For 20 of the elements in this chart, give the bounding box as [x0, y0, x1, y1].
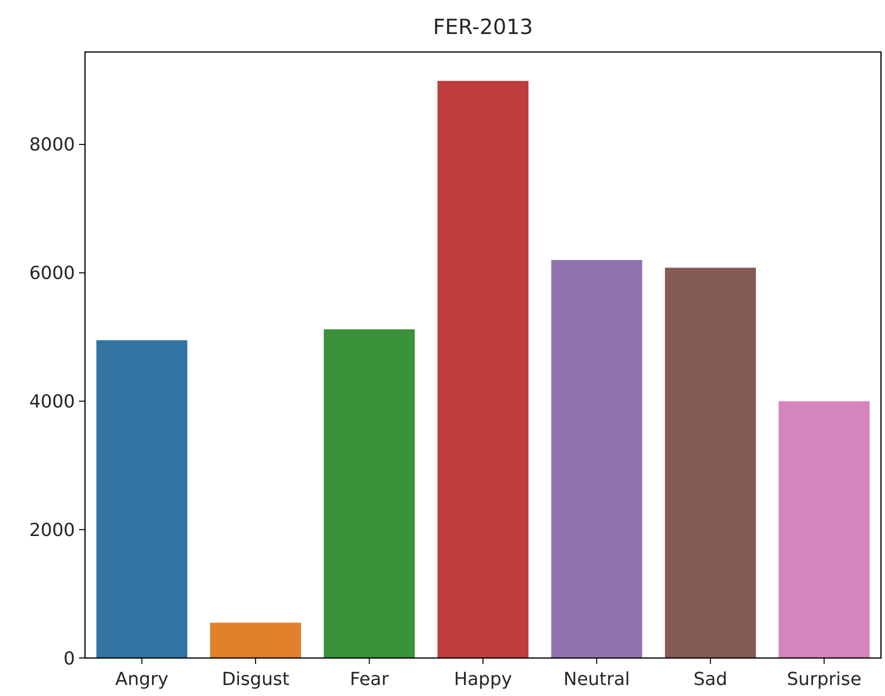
y-tick-label: 2000	[29, 520, 75, 541]
bar	[438, 80, 528, 658]
x-tick-label: Disgust	[222, 669, 290, 690]
chart-title: FER-2013	[432, 15, 534, 39]
bar	[210, 622, 302, 658]
x-tick-label: Angry	[115, 669, 169, 690]
y-tick-label: 6000	[29, 263, 75, 284]
x-tick-label: Neutral	[563, 669, 630, 690]
x-tick-label: Happy	[454, 669, 512, 690]
bar	[551, 260, 642, 658]
bar	[664, 268, 756, 658]
bar	[96, 340, 188, 658]
x-tick-label: Fear	[350, 669, 390, 690]
y-tick-label: 4000	[29, 392, 75, 413]
y-tick-label: 8000	[29, 134, 75, 156]
x-tick-label: Surprise	[786, 669, 862, 690]
bar	[778, 401, 870, 658]
y-tick-label: 0	[64, 648, 75, 670]
x-tick-label: Sad	[693, 669, 728, 690]
bar	[324, 329, 415, 658]
